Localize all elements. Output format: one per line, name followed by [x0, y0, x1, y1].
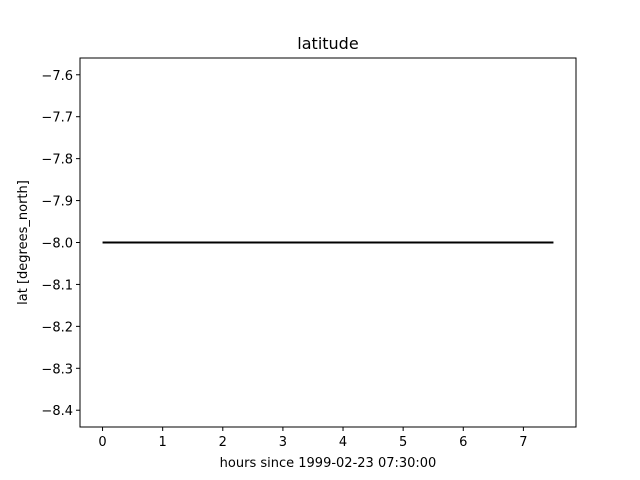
y-axis-label: lat [degrees_north]: [16, 180, 31, 305]
x-tick-label: 4: [339, 435, 347, 450]
plot-frame: [79, 57, 577, 428]
y-tick-label: −8.4: [41, 404, 73, 419]
x-tick-label: 6: [459, 435, 467, 450]
x-axis-label: hours since 1999-02-23 07:30:00: [220, 456, 437, 471]
y-tick-label: −7.7: [41, 111, 73, 126]
y-ticks: −7.6 −7.7 −7.8 −7.9 −8.0 −8.1 −8.2 −8.3 −8.4: [41, 69, 80, 419]
chart-title: latitude: [297, 34, 358, 53]
x-tick-label: 0: [98, 435, 106, 450]
y-tick-label: −7.8: [41, 153, 73, 168]
y-tick-label: −7.6: [41, 69, 73, 84]
y-tick-label: −8.3: [41, 362, 73, 377]
x-tick-label: 5: [399, 435, 407, 450]
x-ticks: 0 1 2 3 4 5 6 7: [98, 427, 528, 450]
x-tick-label: 2: [219, 435, 227, 450]
y-tick-label: −8.0: [41, 237, 73, 252]
x-tick-label: 3: [279, 435, 287, 450]
y-tick-label: −8.1: [41, 278, 73, 293]
x-tick-label: 7: [519, 435, 527, 450]
y-tick-label: −8.2: [41, 320, 73, 335]
y-tick-label: −7.9: [41, 195, 73, 210]
x-tick-label: 1: [159, 435, 167, 450]
